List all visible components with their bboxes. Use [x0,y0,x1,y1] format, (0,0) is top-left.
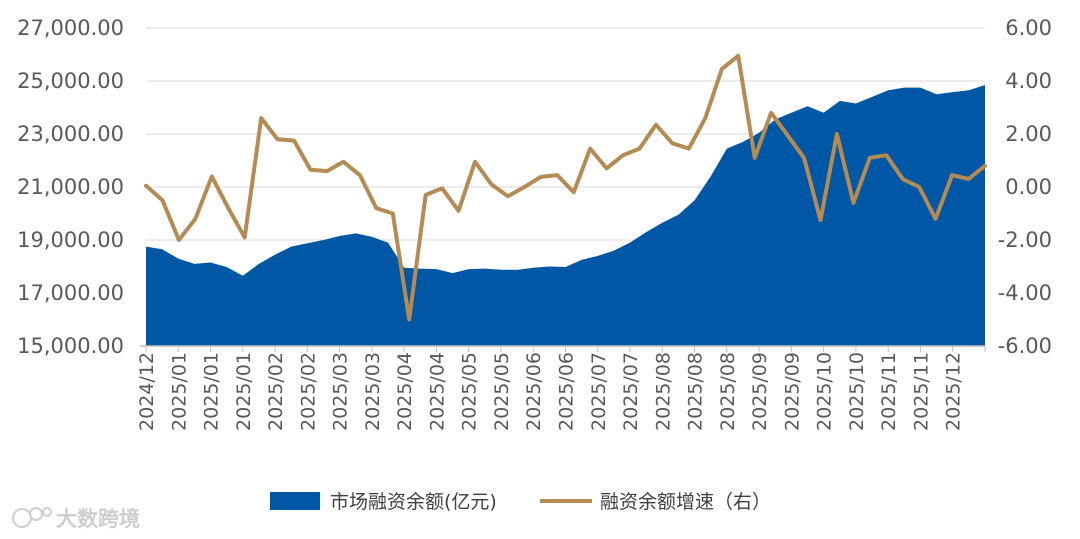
x-tick-label: 2025/02 [265,352,287,431]
y-axis-right: -6.00 -4.00 -2.00 0.00 2.00 4.00 6.00 [998,16,1052,358]
y-left-tick-label: 25,000.00 [17,69,124,93]
x-tick-label: 2025/11 [910,352,932,431]
x-tick-label: 2025/04 [426,352,448,431]
legend-label-area: 市场融资余额(亿元) [330,491,497,513]
y-right-tick-label: 0.00 [1005,175,1052,199]
x-tick-labels: 2024/12 2025/01 2025/01 2025/01 2025/02 2025/… [136,352,965,431]
line-series-growth-rate [144,53,987,322]
x-tick-label: 2025/09 [749,352,771,431]
x-tick-label: 2025/06 [556,352,578,431]
x-tick-label: 2025/09 [781,352,803,431]
y-left-tick-label: 19,000.00 [17,228,124,252]
legend-swatch-area [270,492,320,510]
x-tick-label: 2025/11 [878,352,900,431]
y-right-tick-label: 2.00 [1005,122,1052,146]
x-axis [140,345,986,352]
x-tick-label: 2025/12 [943,352,965,431]
x-tick-label: 2025/05 [491,352,513,431]
x-tick-label: 2025/05 [459,352,481,431]
x-tick-label: 2025/02 [297,352,319,431]
x-tick-label: 2025/06 [523,352,545,431]
x-tick-label: 2025/10 [846,352,868,431]
x-tick-label: 2025/04 [394,352,416,431]
watermark: 大数跨境 [12,507,140,531]
y-axis-left: 15,000.00 17,000.00 19,000.00 21,000.00 23,0… [17,16,124,358]
x-tick-label: 2025/07 [620,352,642,431]
area-series-margin-balance [146,85,985,346]
y-left-tick-label: 15,000.00 [17,334,124,358]
y-right-tick-label: -4.00 [998,281,1052,305]
x-tick-label: 2025/07 [588,352,610,431]
y-right-tick-label: 6.00 [1005,16,1052,40]
y-left-tick-label: 23,000.00 [17,122,124,146]
y-left-tick-label: 21,000.00 [17,175,124,199]
x-tick-label: 2025/01 [168,352,190,431]
legend-label-line: 融资余额增速（右） [600,491,771,513]
legend: 市场融资余额(亿元) 融资余额增速（右） [270,491,771,513]
watermark-logo-icon [12,507,52,528]
y-right-tick-label: -6.00 [998,334,1052,358]
x-tick-label: 2025/08 [717,352,739,431]
x-tick-label: 2025/01 [201,352,223,431]
x-tick-label: 2025/10 [814,352,836,431]
x-tick-label: 2025/08 [685,352,707,431]
x-tick-label: 2025/08 [652,352,674,431]
y-right-tick-label: -2.00 [998,228,1052,252]
y-left-tick-label: 27,000.00 [17,16,124,40]
x-tick-label: 2024/12 [136,352,158,431]
x-tick-label: 2025/03 [362,352,384,431]
watermark-text: 大数跨境 [56,507,140,531]
x-tick-label: 2025/03 [330,352,352,431]
x-tick-label: 2025/01 [233,352,255,431]
y-left-tick-label: 17,000.00 [17,281,124,305]
y-right-tick-label: 4.00 [1005,69,1052,93]
